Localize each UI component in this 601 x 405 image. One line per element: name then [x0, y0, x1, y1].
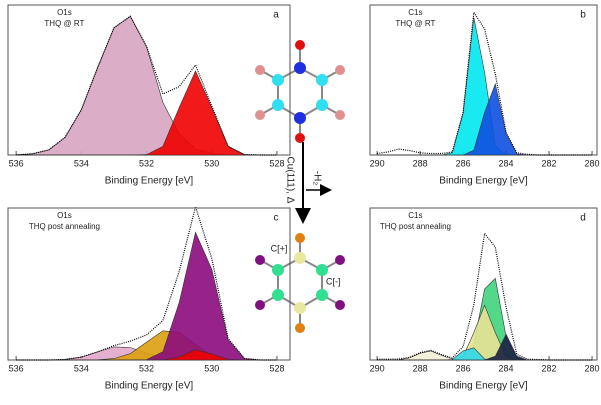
- x-tick-label: 288: [413, 363, 428, 373]
- carbon-label: C[-]: [326, 276, 341, 286]
- x-tick-label: 536: [9, 158, 24, 168]
- panel-label: c: [274, 213, 279, 224]
- x-tick-label: 290: [370, 158, 385, 168]
- x-tick-label: 286: [456, 158, 471, 168]
- figure: Cu(111), Δ -H₂ C[+] C[-] 536 534 532 530 528…: [0, 0, 601, 400]
- x-tick-label: 282: [542, 363, 557, 373]
- panel-title: O1s: [57, 211, 72, 220]
- carbon-label: C[+]: [271, 243, 288, 253]
- x-tick-label: 536: [9, 363, 24, 373]
- x-axis-label: Binding Energy [eV]: [439, 381, 528, 392]
- panel-subtitle: THQ post annealing: [380, 222, 451, 231]
- panel-label: a: [273, 10, 279, 21]
- x-tick-label: 532: [139, 363, 154, 373]
- panel-title: O1s: [57, 8, 72, 17]
- x-tick-label: 284: [499, 363, 514, 373]
- panel-subtitle: THQ post annealing: [29, 222, 100, 231]
- x-tick-label: 284: [499, 158, 514, 168]
- page: Cu(111), Δ -H₂ C[+] C[-] 536 534 532 530 528…: [0, 0, 601, 405]
- x-axis-label: Binding Energy [eV]: [105, 381, 194, 392]
- x-tick-label: 528: [269, 363, 284, 373]
- x-axis-label: Binding Energy [eV]: [105, 176, 194, 187]
- x-tick-label: 280: [585, 158, 600, 168]
- fit-component: [16, 16, 277, 155]
- panel-subtitle: THQ @ RT: [395, 19, 435, 28]
- x-tick-label: 532: [139, 158, 154, 168]
- reaction-label: Cu(111), Δ: [284, 157, 295, 204]
- panel-subtitle: THQ @ RT: [44, 19, 84, 28]
- x-tick-label: 528: [269, 158, 284, 168]
- x-tick-label: 290: [370, 363, 385, 373]
- fit-component: [377, 305, 592, 360]
- panel-label: d: [580, 213, 586, 224]
- x-tick-label: 286: [456, 363, 471, 373]
- panel-title: C1s: [408, 211, 422, 220]
- fit-component: [16, 232, 277, 360]
- x-tick-label: 530: [204, 158, 219, 168]
- panel-label: b: [580, 10, 586, 21]
- x-tick-label: 280: [585, 363, 600, 373]
- x-tick-label: 282: [542, 158, 557, 168]
- x-tick-label: 534: [74, 363, 89, 373]
- panel-title: C1s: [408, 8, 422, 17]
- x-tick-label: 288: [413, 158, 428, 168]
- x-axis-label: Binding Energy [eV]: [439, 176, 528, 187]
- byproduct-label: -H₂: [311, 171, 322, 186]
- molecule-thq: [255, 40, 345, 143]
- x-tick-label: 534: [74, 158, 89, 168]
- x-tick-label: 530: [204, 363, 219, 373]
